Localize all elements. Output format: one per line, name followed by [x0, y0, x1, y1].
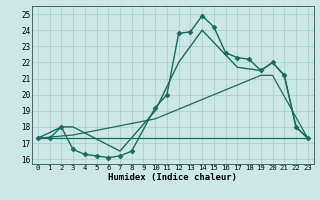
X-axis label: Humidex (Indice chaleur): Humidex (Indice chaleur): [108, 173, 237, 182]
